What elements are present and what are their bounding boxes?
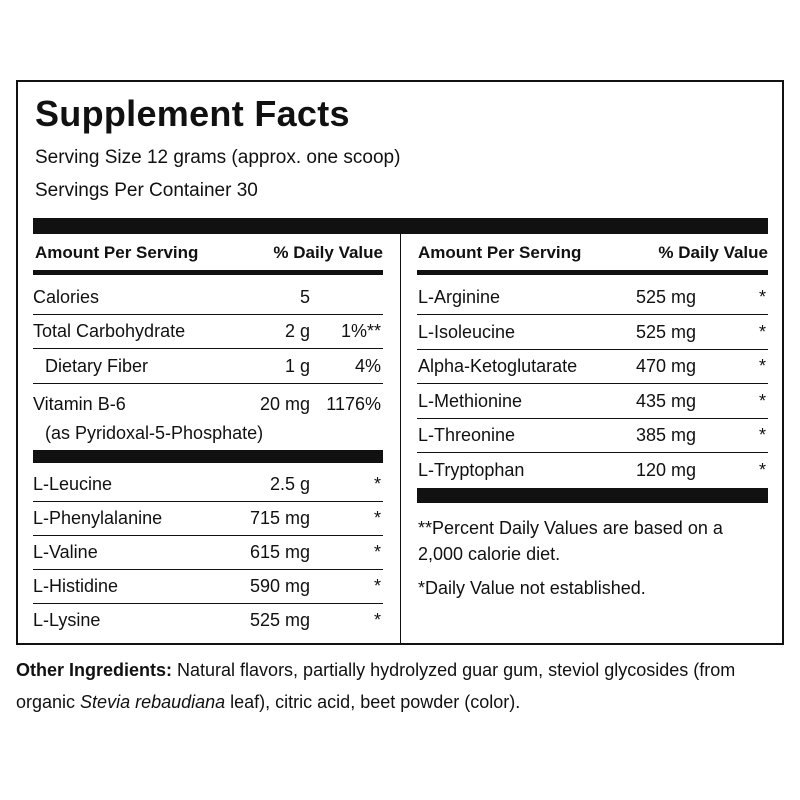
row-rule [417,314,768,315]
nutrient-name: Vitamin B-6 [33,394,126,414]
nutrient-name: Total Carbohydrate [33,321,186,341]
nutrient-amount: 1 g [284,356,310,376]
column-header: Amount Per Serving [418,243,582,262]
nutrient-amount: 5 [299,287,310,307]
nutrient-amount: 590 mg [249,576,310,596]
nutrient-name: L-Isoleucine [418,321,516,342]
nutrient-amount: 525 mg [636,321,697,342]
ingredients-text: leaf), citric acid, beet powder (color). [225,692,521,712]
row-rule [33,348,383,349]
footnote: **Percent Daily Values are based on a 2,… [418,518,723,564]
label-border [16,80,784,645]
row-rule [33,569,383,570]
daily-value: 4% [354,356,381,376]
nutrient-name: L-Phenylalanine [33,508,163,528]
row-rule [33,535,383,536]
thick-bar [33,218,768,234]
daily-value: * [373,542,381,562]
row-rule [33,603,383,604]
nutrient-amount: 2.5 g [269,474,310,494]
serving-size: Serving Size 12 grams (approx. one scoop… [35,147,401,168]
thick-bar [417,488,768,503]
nutrient-amount: 120 mg [636,459,697,480]
daily-value: * [373,474,381,494]
nutrient-name: Calories [33,287,100,307]
daily-value: * [758,356,766,376]
footnote: *Daily Value not established. [418,578,646,598]
column-header: % Daily Value [273,243,383,262]
nutrient-amount: 385 mg [636,425,697,445]
nutrient-name: L-Valine [33,542,98,562]
ingredients-text: Natural flavors, partially hydrolyzed gu… [16,660,736,712]
row-rule [417,348,768,350]
daily-value: * [758,390,766,411]
row-rule [417,452,768,453]
daily-value: 1176% [326,394,381,414]
nutrient-amount: 2 g [284,321,310,341]
nutrient-note: (as Pyridoxal-5-Phosphate) [45,423,264,443]
ingredients-italic: Stevia rebaudiana [80,692,226,712]
nutrient-name: Dietary Fiber [45,356,149,376]
daily-value: * [758,459,766,480]
daily-value: * [758,287,766,307]
title: Supplement Facts [35,93,350,134]
daily-value: * [758,425,766,445]
nutrient-name: Alpha-Ketoglutarate [418,356,578,376]
nutrient-amount: 435 mg [636,390,697,411]
nutrient-amount: 525 mg [249,610,310,630]
row-rule [33,501,383,502]
column-header: % Daily Value [658,243,768,262]
nutrient-amount: 615 mg [249,542,310,562]
header-rule [33,270,383,275]
nutrient-name: L-Methionine [418,390,523,411]
header-rule [417,270,768,275]
nutrient-name: L-Leucine [33,474,113,494]
daily-value: * [373,610,381,630]
nutrient-name: L-Threonine [418,425,516,445]
daily-value: * [758,321,766,342]
row-rule [417,383,768,384]
daily-value: * [373,508,381,528]
row-rule [33,314,383,315]
column-divider [400,234,401,643]
row-rule [417,417,768,419]
column-header: Amount Per Serving [35,243,199,262]
servings-per-container: Servings Per Container 30 [35,180,258,201]
daily-value: 1%** [340,321,381,341]
thick-bar [33,450,383,463]
nutrient-amount: 715 mg [249,508,310,528]
daily-value: * [373,576,381,596]
nutrient-name: L-Lysine [33,610,101,630]
nutrient-amount: 470 mg [636,356,697,376]
nutrient-amount: 525 mg [636,287,697,307]
nutrient-name: L-Tryptophan [418,459,525,480]
other-ingredients-label: Other Ingredients: [16,660,173,680]
other-ingredients: Other Ingredients: Natural flavors, part… [16,654,786,718]
nutrient-amount: 20 mg [259,394,310,414]
nutrient-name: L-Histidine [33,576,119,596]
nutrient-name: L-Arginine [418,287,501,307]
row-rule [33,383,383,384]
